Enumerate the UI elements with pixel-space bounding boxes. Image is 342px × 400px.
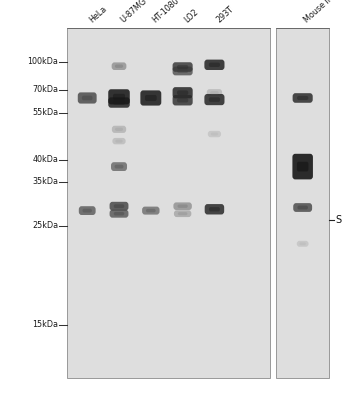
FancyBboxPatch shape <box>142 206 159 214</box>
FancyBboxPatch shape <box>108 89 130 104</box>
FancyBboxPatch shape <box>297 206 308 210</box>
FancyBboxPatch shape <box>111 62 127 70</box>
FancyBboxPatch shape <box>205 60 224 70</box>
FancyBboxPatch shape <box>173 66 193 75</box>
Text: 35kDa: 35kDa <box>32 178 58 186</box>
Bar <box>67 28 270 378</box>
FancyBboxPatch shape <box>115 128 123 131</box>
Text: 40kDa: 40kDa <box>32 156 58 164</box>
FancyBboxPatch shape <box>79 206 96 215</box>
FancyBboxPatch shape <box>140 90 161 106</box>
FancyBboxPatch shape <box>177 69 188 73</box>
FancyBboxPatch shape <box>82 96 93 100</box>
FancyBboxPatch shape <box>205 94 224 105</box>
FancyBboxPatch shape <box>112 138 126 144</box>
FancyBboxPatch shape <box>177 98 188 102</box>
FancyBboxPatch shape <box>209 207 220 212</box>
FancyBboxPatch shape <box>111 162 127 171</box>
Text: HeLa: HeLa <box>87 4 108 24</box>
FancyBboxPatch shape <box>109 202 129 210</box>
Text: SNRPB2: SNRPB2 <box>335 215 342 225</box>
FancyBboxPatch shape <box>173 95 193 106</box>
Text: 25kDa: 25kDa <box>32 222 58 230</box>
FancyBboxPatch shape <box>113 94 125 100</box>
FancyBboxPatch shape <box>297 162 308 172</box>
FancyBboxPatch shape <box>210 91 219 94</box>
FancyBboxPatch shape <box>211 132 218 136</box>
FancyBboxPatch shape <box>297 96 308 100</box>
Text: 293T: 293T <box>214 4 235 24</box>
FancyBboxPatch shape <box>177 204 188 208</box>
FancyBboxPatch shape <box>78 92 97 104</box>
FancyBboxPatch shape <box>173 87 193 98</box>
FancyBboxPatch shape <box>209 62 220 67</box>
FancyBboxPatch shape <box>174 210 192 217</box>
FancyBboxPatch shape <box>82 209 92 212</box>
FancyBboxPatch shape <box>145 95 157 101</box>
Text: HT-1080: HT-1080 <box>151 0 181 24</box>
FancyBboxPatch shape <box>205 204 224 214</box>
FancyBboxPatch shape <box>207 89 222 96</box>
FancyBboxPatch shape <box>173 202 192 210</box>
FancyBboxPatch shape <box>115 140 123 143</box>
Text: 55kDa: 55kDa <box>32 108 58 117</box>
FancyBboxPatch shape <box>115 64 123 68</box>
FancyBboxPatch shape <box>293 93 313 103</box>
Text: LO2: LO2 <box>183 7 200 24</box>
Text: 100kDa: 100kDa <box>27 58 58 66</box>
FancyBboxPatch shape <box>112 126 126 133</box>
FancyBboxPatch shape <box>177 65 188 69</box>
FancyBboxPatch shape <box>292 154 313 179</box>
FancyBboxPatch shape <box>208 131 221 137</box>
FancyBboxPatch shape <box>209 97 220 102</box>
FancyBboxPatch shape <box>113 100 125 105</box>
FancyBboxPatch shape <box>115 165 123 168</box>
FancyBboxPatch shape <box>114 212 124 216</box>
Text: U-87MG: U-87MG <box>119 0 149 24</box>
Text: Mouse liver: Mouse liver <box>303 0 342 24</box>
FancyBboxPatch shape <box>297 241 308 247</box>
FancyBboxPatch shape <box>177 90 188 95</box>
FancyBboxPatch shape <box>178 212 187 215</box>
FancyBboxPatch shape <box>173 62 193 72</box>
FancyBboxPatch shape <box>114 204 124 208</box>
FancyBboxPatch shape <box>146 209 156 212</box>
FancyBboxPatch shape <box>108 97 130 108</box>
Text: 15kDa: 15kDa <box>32 320 58 329</box>
FancyBboxPatch shape <box>109 210 129 218</box>
Text: 70kDa: 70kDa <box>32 86 58 94</box>
FancyBboxPatch shape <box>293 203 312 212</box>
FancyBboxPatch shape <box>299 242 306 245</box>
Bar <box>276 28 329 378</box>
